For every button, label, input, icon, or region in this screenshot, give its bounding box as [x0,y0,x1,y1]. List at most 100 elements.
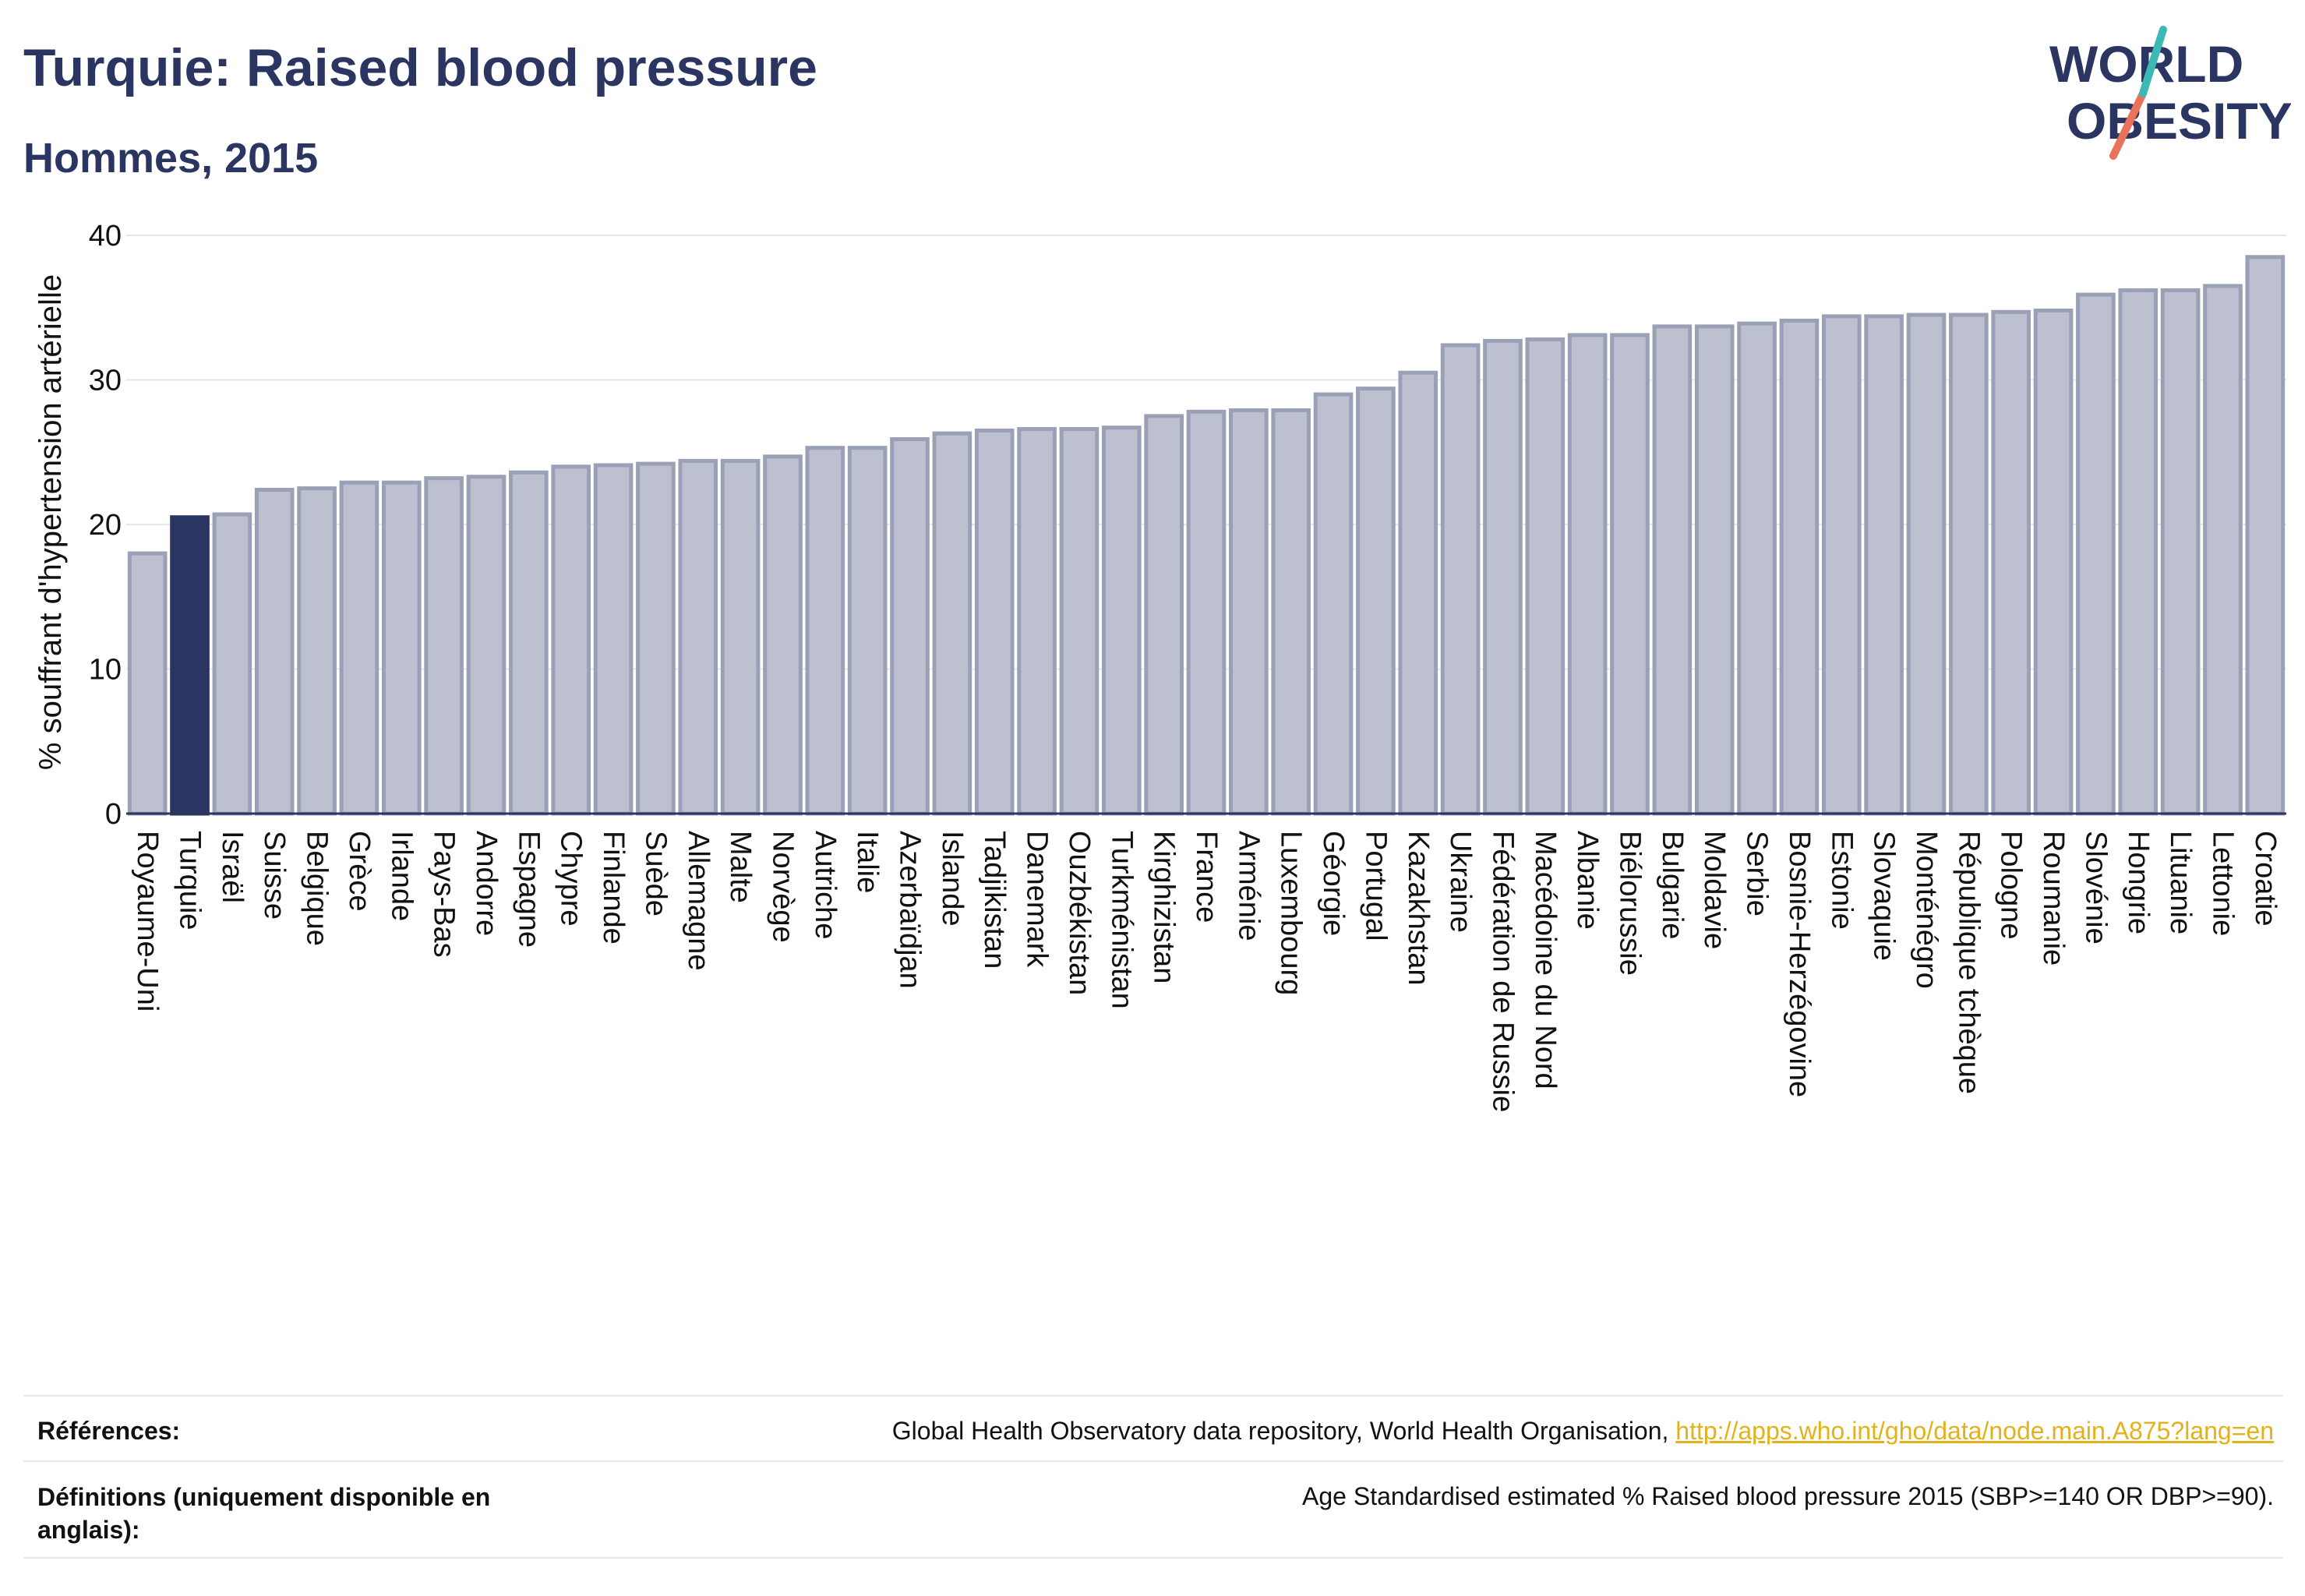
x-tick-label: Bosnie-Herzégovine [1783,831,1816,1097]
x-tick-label: Lituanie [2164,831,2197,934]
bar-malte [720,458,761,816]
footer-divider-bottom [23,1557,2283,1559]
bar-royaume-uni [127,551,168,816]
bar-chypre [551,464,591,816]
x-tick-label: France [1190,831,1223,923]
x-tick-label: Autriche [809,831,842,939]
bar-chart: 0 10 20 30 40 % souffrant d'hypertension art… [34,220,2286,1112]
bar-ukraine [1440,343,1481,816]
bar-belgique [297,486,337,816]
x-tick-label: Portugal [1359,831,1392,941]
bar-suisse [254,487,295,816]
x-tick-label: Finlande [597,831,630,945]
definitions-text: Age Standardised estimated % Raised bloo… [1302,1482,2274,1510]
bar-slov-nie [2076,292,2116,816]
x-tick-label: Andorre [470,831,503,936]
bar-danemark [1017,427,1057,816]
x-tick-label: Estonie [1825,831,1858,930]
references-text: Global Health Observatory data repositor… [892,1417,2274,1446]
y-tick-label: 40 [89,220,122,252]
bar-f-d-ration-de-russie [1483,338,1523,816]
bar-mac-doine-du-nord [1525,337,1565,816]
y-axis-ticks: 0 10 20 30 40 [89,220,122,831]
logo-text-obesity: OBESITY [2067,92,2291,150]
x-tick-label: Biélorussie [1614,831,1647,976]
x-tick-label: Norvège [766,831,799,943]
x-tick-label: Royaume-Uni [131,831,164,1012]
y-tick-label: 10 [89,654,122,687]
x-tick-label: Tadjikistan [978,831,1011,969]
x-tick-label: Allemagne [682,831,715,971]
bar-autriche [805,446,845,816]
x-tick-label: Monténégro [1910,831,1943,989]
bar-croatie [2245,255,2286,816]
bar-azerba-djan [890,437,930,816]
bar-roumanie [2033,308,2074,816]
x-tick-label: Suède [639,831,672,916]
bar-andorre [466,475,507,816]
x-tick-label: Turquie [174,831,206,930]
x-axis-tick-labels: Royaume-Uni Turquie Israël Suisse Belgique Gr… [131,831,2282,1112]
x-tick-label: Islande [936,831,969,927]
bar-albanie [1567,333,1608,816]
bars [127,255,2286,816]
bar-mont-n-gro [1906,312,1947,816]
bar-turquie [170,515,210,816]
x-tick-label: Ouzbékistan [1063,831,1096,995]
x-tick-label: Ukraine [1444,831,1477,933]
footer-divider-middle [23,1460,2283,1462]
x-tick-label: Israël [216,831,249,903]
bar-gr-ce [339,480,379,816]
bar-kazakhstan [1398,370,1438,816]
x-tick-label: Luxembourg [1275,831,1308,995]
world-obesity-logo: WORLD OBESITY [2049,26,2291,160]
bar-serbie [1737,321,1777,816]
x-tick-label: République tchèque [1952,831,1985,1094]
x-tick-label: Serbie [1741,831,1774,916]
x-tick-label: Grèce [343,831,376,911]
x-tick-label: Croatie [2249,831,2282,927]
bar-arm-nie [1229,408,1269,816]
x-tick-label: Italie [851,831,884,893]
x-tick-label: Malte [724,831,757,903]
x-tick-label: Espagne [512,831,545,948]
x-tick-label: Pays-Bas [428,831,461,958]
bar-irlande [381,480,422,816]
bar-italie [847,446,888,816]
x-tick-label: Fédération de Russie [1486,831,1519,1112]
x-tick-label: Belgique [301,831,334,946]
x-tick-label: Arménie [1232,831,1265,941]
footer-divider-top [23,1395,2283,1396]
bar-espagne [509,470,549,816]
bar-france [1186,409,1227,816]
references-source: Global Health Observatory data repositor… [891,1417,1676,1445]
bar-g-orgie [1313,392,1354,816]
bar-slovaquie [1864,314,1904,816]
chart-title: Turquie: Raised blood pressure [23,38,817,97]
y-axis-label: % souffrant d'hypertension artérielle [34,274,68,770]
bar-ouzb-kistan [1059,427,1100,816]
x-tick-label: Géorgie [1317,831,1350,936]
bar-lettonie [2203,284,2243,816]
x-tick-label: Moldavie [1698,831,1731,949]
references-label: Références: [37,1417,181,1445]
x-tick-label: Lettonie [2206,831,2239,936]
bar-bosnie-herz-govine [1779,318,1820,816]
references-link[interactable]: http://apps.who.int/gho/data/node.main.A… [1675,1417,2274,1445]
bar-estonie [1821,314,1862,816]
bar-allemagne [678,458,718,816]
bar-luxembourg [1271,408,1311,816]
bar-r-publique-tch-que [1949,312,1989,816]
x-tick-label: Bulgarie [1656,831,1689,939]
bar-pologne [1991,309,2031,816]
y-tick-label: 20 [89,509,122,542]
y-tick-label: 30 [89,365,122,397]
bar-pays-bas [424,476,464,816]
x-tick-label: Irlande [385,831,418,921]
definitions-label: Définitions (uniquement disponible en an… [37,1481,490,1546]
bar-finlande [593,463,634,816]
bar-islande [932,431,972,816]
bar-hongrie [2118,288,2159,816]
x-tick-label: Kirghizistan [1148,831,1181,983]
bar-norv-ge [763,454,803,816]
